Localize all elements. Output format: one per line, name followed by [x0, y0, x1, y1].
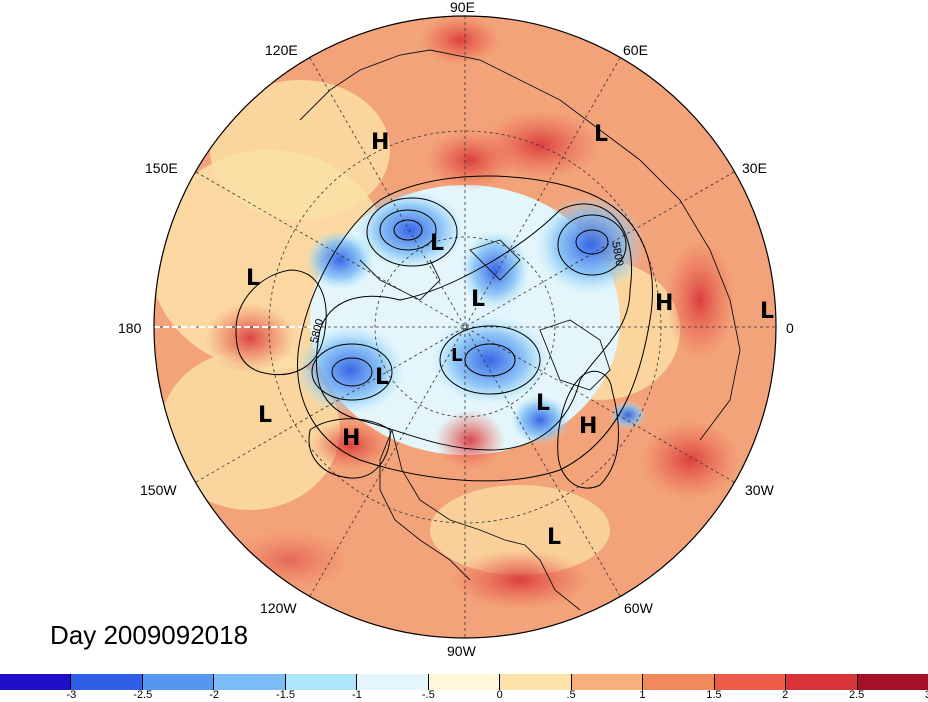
day-label: Day 2009092018 — [50, 620, 249, 650]
colorbar-tick-label: -.5 — [421, 689, 435, 701]
colorbar-tick-label: -2 — [209, 689, 220, 701]
lon-label-60e: 60E — [623, 42, 648, 58]
colorbar-swatch — [571, 674, 644, 690]
lon-label-0: 0 — [786, 320, 794, 336]
colorbar-swatch — [714, 674, 787, 690]
colorbar-swatch — [357, 674, 429, 690]
colorbar-swatch — [857, 674, 928, 690]
colorbar-tick-label: 1.5 — [706, 689, 722, 701]
low-center: L — [375, 365, 390, 390]
colorbar-swatch — [0, 674, 72, 690]
low-center: L — [246, 266, 261, 291]
lon-label-150w: 150W — [140, 482, 177, 498]
high-center: H — [342, 426, 361, 451]
colorbar-tick-label: -3 — [66, 689, 77, 701]
low-center: L — [547, 525, 562, 550]
colorbar-swatch — [71, 674, 143, 690]
colorbar-tick-label: -1.5 — [276, 689, 296, 701]
height-contours — [235, 175, 653, 489]
lon-label-60w: 60W — [624, 600, 653, 616]
colorbar-tick-label: 2.5 — [848, 689, 865, 701]
graticule — [154, 16, 776, 638]
lon-label-180: 180 — [118, 320, 142, 336]
colorbar-swatch — [142, 674, 215, 690]
colorbar-tick-label: 3 — [925, 689, 928, 701]
lon-label-30e: 30E — [742, 160, 767, 176]
high-center: H — [371, 130, 390, 155]
low-center: L — [594, 122, 609, 147]
lon-label-120w: 120W — [260, 600, 297, 616]
lon-label-30w: 30W — [745, 482, 774, 498]
low-center: L — [536, 391, 551, 416]
lon-label-120e: 120E — [265, 42, 298, 58]
low-center: L — [451, 345, 463, 366]
colorbar-swatch — [285, 674, 358, 690]
colorbar-tick-label: 0 — [496, 689, 503, 701]
colorbar-tick-label: .5 — [566, 689, 576, 701]
low-center: L — [258, 403, 273, 428]
low-center: L — [471, 287, 486, 312]
low-center: L — [760, 299, 775, 324]
lon-label-90e: 90E — [450, 0, 475, 15]
colorbar-swatch — [500, 674, 572, 690]
colorbar-swatch — [786, 674, 858, 690]
colorbar-tick-label: -1 — [352, 689, 362, 701]
lon-label-90w: 90W — [447, 643, 476, 659]
high-center: H — [579, 414, 598, 439]
colorbar-tick-label: 1 — [639, 689, 646, 701]
colorbar-swatch — [428, 674, 501, 690]
map-border — [153, 15, 777, 639]
anomaly-field — [154, 16, 776, 638]
colorbar-tick-label: 2 — [782, 689, 789, 701]
colorbar-tick-label: -2.5 — [133, 689, 153, 701]
low-center: L — [430, 231, 445, 256]
colorbar-swatch — [214, 674, 286, 690]
high-center: H — [655, 291, 674, 316]
colorbar-swatch — [643, 674, 715, 690]
colorbar — [0, 674, 928, 690]
lon-label-150e: 150E — [145, 160, 178, 176]
coastlines — [299, 49, 741, 611]
